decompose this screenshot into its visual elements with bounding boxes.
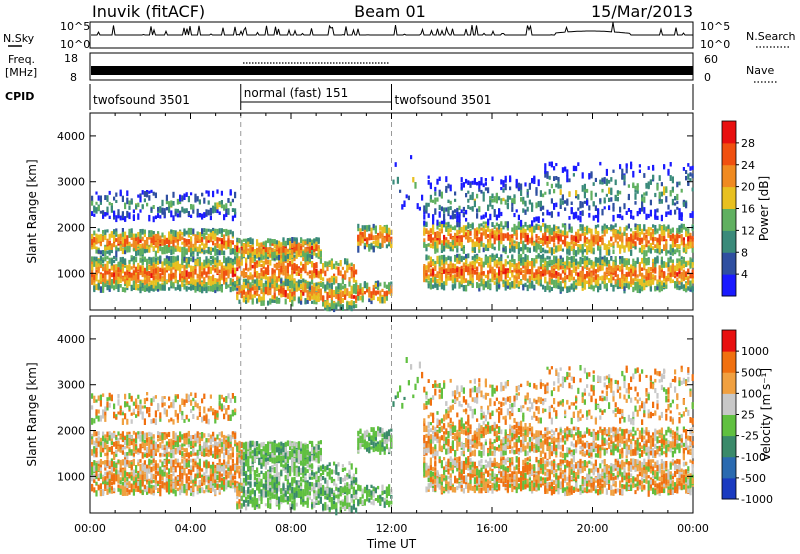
date-label: 15/Mar/2013 [591,2,693,21]
nsky-trace [91,22,693,37]
colorbar-tick-label: 20 [741,181,755,194]
xtick-label: 04:00 [175,522,207,535]
colorbar-tick-label: -1000 [741,493,773,506]
colorbar-segment [722,393,736,415]
xtick-label: 00:00 [677,522,709,535]
ytick-label: 4000 [57,333,85,346]
colorbar-label: Power [dB] [757,176,771,241]
cpid-segment-label: normal (fast) 151 [244,86,348,100]
ytick-label: 3000 [57,379,85,392]
colorbar-tick-label: 28 [741,137,755,150]
nave-tick-bottom: 0 [704,71,711,84]
ytick-label: 1000 [57,470,85,483]
colorbar-tick-label: 24 [741,159,755,172]
cpid-label: CPID [5,90,34,103]
colorbar-tick-label: 1000 [741,345,769,358]
echo-cells [91,155,694,313]
colorbar-segment [722,414,736,437]
cpid-segment-label: twofsound 3501 [93,93,190,107]
nsearch-tick-bottom: 10^0 [700,38,730,51]
freq-label-line2: [MHz] [5,66,37,79]
ylabel: Slant Range [km] [25,159,39,263]
colorbar-segment [722,274,736,297]
freq-tick-top: 18 [64,52,78,65]
cpid-row: CPID twofsound 3501 normal (fast) 151 twof… [5,84,694,110]
xtick-label: 00:00 [74,522,106,535]
colorbar-tick-label: 25 [741,409,755,422]
freq-label-line1: Freq. [8,53,35,66]
colorbar-segment [722,208,736,231]
colorbar: 4 8 12 16 20 24 28 Power [dB] [721,120,771,297]
xlabel: Time UT [366,537,417,551]
echo-cells [91,357,694,516]
nsky-panel: N.Sky 10^5 10^0 10^5 10^0 N.Search [3,20,796,51]
colorbar-segment [722,372,736,394]
freq-tick-bottom: 8 [70,71,77,84]
nsky-tick-bottom: 10^0 [60,38,90,51]
colorbar-tick-label: 500 [741,366,762,379]
colorbar: 1000 500 100 25 -25 -100 -500 -1000 Velocity [m … [721,329,773,506]
freq-band [91,66,693,75]
colorbar-tick-label: 100 [741,387,762,400]
cpid-segment-label: twofsound 3501 [395,93,492,107]
colorbar-segment [722,477,736,500]
colorbar-tick-label: 16 [741,203,755,216]
colorbar-tick-label: 12 [741,224,755,237]
freq-panel: Freq. [MHz] 18 8 60 0 Nave [5,52,778,84]
nsky-label: N.Sky [3,32,35,45]
colorbar-tick-label: -25 [741,430,759,443]
colorbar-segment [722,230,736,253]
xtick-label: 16:00 [476,522,508,535]
colorbar-label: Velocity [m s⁻¹] [759,368,773,461]
station-title: Inuvik (fitACF) [92,2,205,21]
colorbar-tick-label: 4 [741,268,748,281]
colorbar-segment [722,164,736,188]
xtick-label: 20:00 [577,522,609,535]
ytick-label: 1000 [57,267,85,280]
xtick-label: 12:00 [376,522,408,535]
colorbar-segment [722,456,736,479]
colorbar-segment [722,435,736,458]
beam-label: Beam 01 [354,2,426,21]
colorbar-segment [722,351,736,373]
colorbar-segment [722,252,736,275]
colorbar-tick-label: -500 [741,472,766,485]
xtick-label: 08:00 [275,522,307,535]
power-heatmap-panel: 1000 2000 3000 4000 Slant Range [km] 4 8 12 16 20… [25,112,771,313]
colorbar-segment [722,330,736,352]
colorbar-segment [722,142,736,166]
nsearch-tick-top: 10^5 [700,20,730,33]
ytick-label: 2000 [57,425,85,438]
ytick-label: 3000 [57,176,85,189]
ytick-label: 4000 [57,130,85,143]
nave-tick-top: 60 [704,53,718,66]
colorbar-segment [722,121,736,144]
nsearch-label: N.Search [746,30,796,43]
ylabel: Slant Range [km] [25,362,39,466]
nsky-tick-top: 10^5 [60,20,90,33]
ytick-label: 2000 [57,222,85,235]
colorbar-segment [722,186,736,209]
nave-label: Nave [746,64,774,77]
colorbar-tick-label: 8 [741,246,748,259]
colorbar-tick-label: -100 [741,451,766,464]
